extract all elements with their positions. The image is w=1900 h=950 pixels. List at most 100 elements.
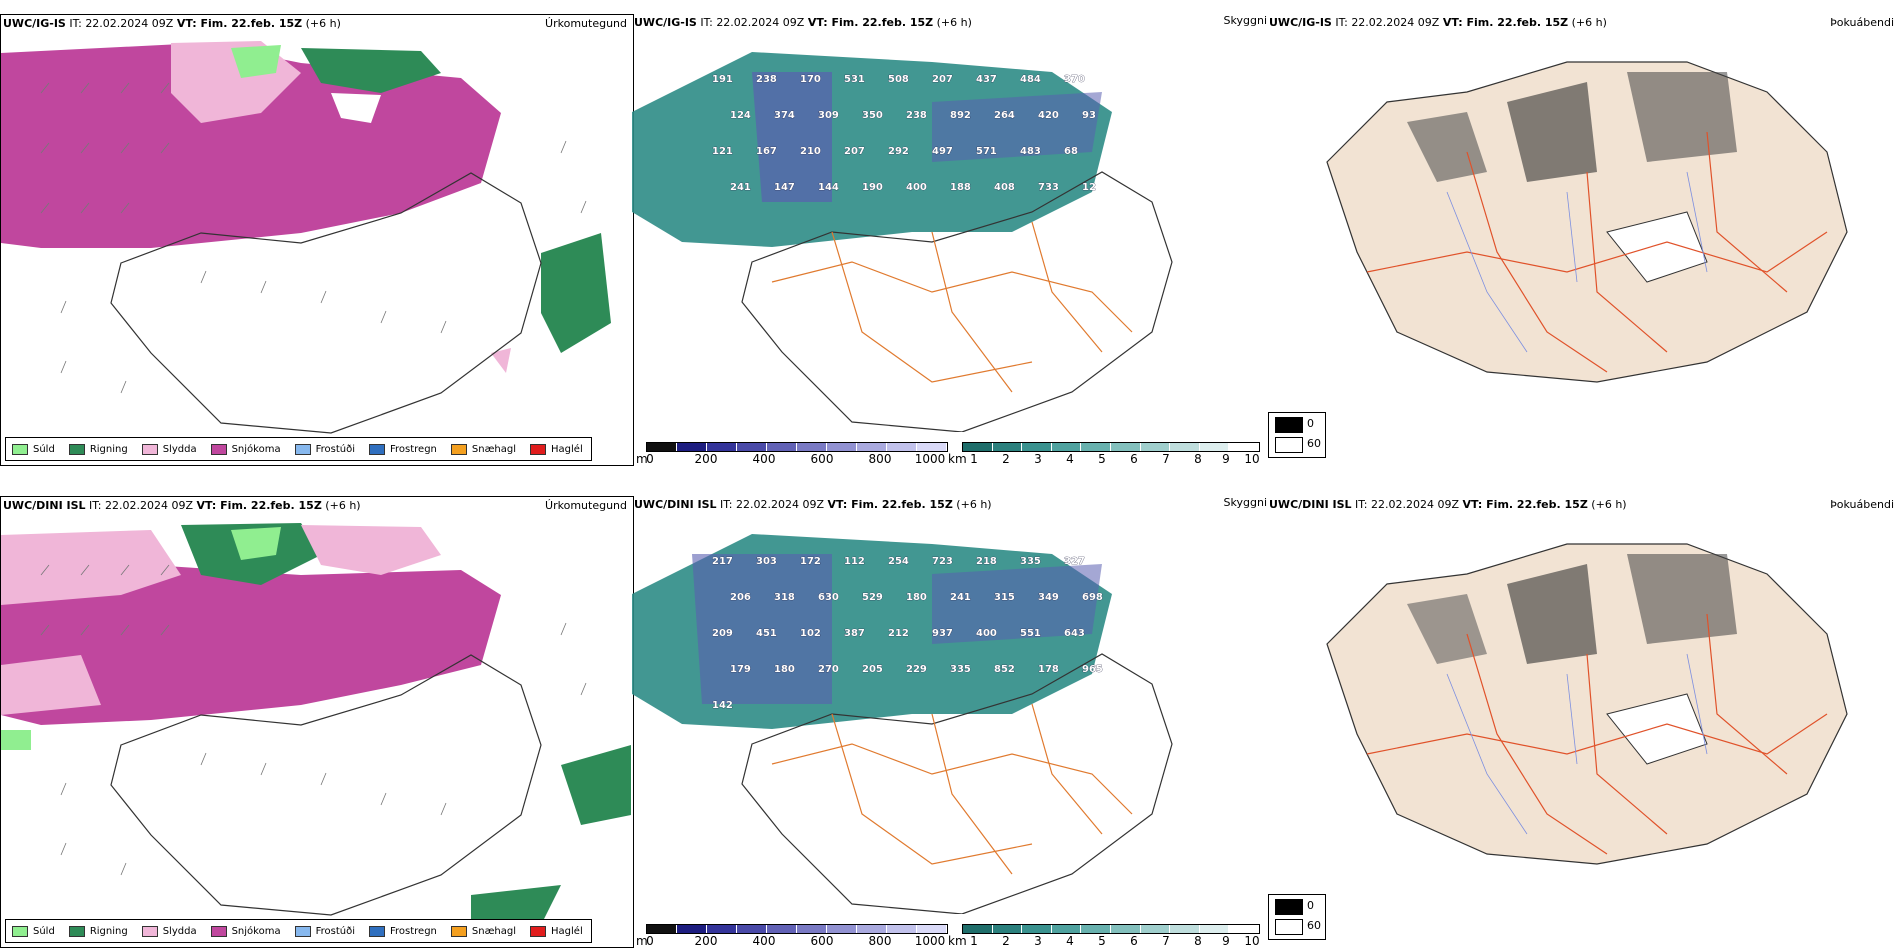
legend-item: Snæhagl (450, 443, 517, 455)
ceiling-label: 303 (756, 556, 777, 567)
ceiling-tick: 400 (752, 934, 776, 946)
fog-tick: 0 (1307, 899, 1314, 912)
precip-map (1, 41, 611, 434)
ceiling-label: 937 (932, 628, 953, 639)
legend-item: Snjókoma (210, 443, 281, 455)
ceiling-label: 254 (888, 556, 909, 567)
legend-label: Rigning (89, 925, 128, 937)
ceiling-label: 529 (862, 592, 883, 603)
ceiling-label: 327 (1064, 556, 1085, 567)
vis-tick: 8 (1194, 452, 1202, 464)
panel-header: UWC/IG-IS IT: 22.02.2024 09Z VT: Fim. 22… (3, 17, 341, 30)
legend-item: Súld (12, 443, 55, 455)
legend-item: Rigning (68, 443, 128, 455)
ceiling-label: 335 (1020, 556, 1041, 567)
vis-tick: 1 (970, 452, 978, 464)
fog-panel-bottom: UWC/DINI ISL IT: 22.02.2024 09Z VT: Fim.… (1267, 496, 1900, 896)
cloud-map: 191 238 170 531 508 207 437 484 370 124 374 309 350 2… (632, 52, 1173, 432)
ceiling-label: 335 (950, 664, 971, 675)
ceiling-label: 144 (818, 182, 839, 193)
legend-label: Frostúði (315, 443, 355, 455)
legend-item: Haglél (530, 925, 583, 937)
ceiling-label: 643 (1064, 628, 1085, 639)
panel-header: UWC/IG-IS IT: 22.02.2024 09Z VT: Fim. 22… (1269, 16, 1607, 29)
legend-swatch (141, 443, 158, 455)
ceiling-label: 179 (730, 664, 751, 675)
ceiling-label: 218 (976, 556, 997, 567)
ceiling-label: 206 (730, 592, 751, 603)
ceiling-tick: 200 (694, 452, 718, 464)
ceiling-tick: 0 (646, 452, 654, 464)
ceiling-label: 387 (844, 628, 865, 639)
fog-tick: 60 (1307, 437, 1321, 450)
fog-swatch-light (1275, 437, 1303, 453)
ceiling-label: 209 (712, 628, 733, 639)
ceiling-label: 207 (844, 146, 865, 157)
visibility-colorbar: km 1 2 3 4 5 6 7 8 9 10 (948, 440, 1264, 464)
legend-swatch (294, 443, 311, 455)
vis-tick: 3 (1034, 934, 1042, 946)
legend-swatch (210, 925, 227, 937)
fog-swatch-dark (1275, 417, 1303, 433)
vis-tick: 4 (1066, 934, 1074, 946)
fog-map (1326, 543, 1848, 865)
fog-swatch-dark (1275, 899, 1303, 915)
ceiling-colorbar: m 0 200 400 600 800 1000 (636, 440, 948, 464)
precip-legend: Súld Rigning Slydda Snjókoma Frostúði Frostre… (5, 437, 592, 461)
ceiling-label: 309 (818, 110, 839, 121)
panel-header: UWC/DINI ISL IT: 22.02.2024 09Z VT: Fim.… (634, 498, 992, 511)
ceiling-tick: 1000 (914, 934, 946, 946)
precip-map (1, 523, 631, 925)
ceiling-label: 238 (906, 110, 927, 121)
panel-title: Þokuábendi (1830, 16, 1894, 29)
vis-tick: 10 (1244, 452, 1260, 464)
fog-swatch-light (1275, 919, 1303, 935)
ceiling-label: 723 (932, 556, 953, 567)
precip-panel-bottom: UWC/DINI ISL IT: 22.02.2024 09Z VT: Fim.… (0, 496, 634, 948)
vis-tick: 3 (1034, 452, 1042, 464)
ceiling-label: 508 (888, 74, 909, 85)
legend-swatch (141, 925, 158, 937)
ceiling-label: 370 (1064, 74, 1085, 85)
ceiling-label: 408 (994, 182, 1015, 193)
panel-title: Úrkomutegund (545, 17, 627, 30)
legend-swatch (68, 925, 85, 937)
panel-title: Úrkomutegund (545, 499, 627, 512)
legend-swatch (294, 925, 311, 937)
ceiling-label: 12 (1082, 182, 1096, 193)
vis-tick: 7 (1162, 934, 1170, 946)
legend-swatch (68, 443, 85, 455)
ceiling-tick: 800 (868, 934, 892, 946)
legend-label: Frostregn (390, 443, 437, 455)
legend-label: Rigning (89, 443, 128, 455)
vis-tick: 5 (1098, 934, 1106, 946)
ceiling-label: 124 (730, 110, 751, 121)
ceiling-label: 68 (1064, 146, 1078, 157)
vis-tick: 7 (1162, 452, 1170, 464)
panel-header: UWC/IG-IS IT: 22.02.2024 09Z VT: Fim. 22… (634, 16, 972, 29)
legend-label: Frostúði (315, 925, 355, 937)
ceiling-label: 965 (1082, 664, 1103, 675)
legend-label: Slydda (162, 443, 197, 455)
legend-label: Snæhagl (471, 925, 517, 937)
cloud-panel-bottom: UWC/DINI ISL IT: 22.02.2024 09Z VT: Fim.… (632, 496, 1267, 946)
legend-label: Snæhagl (471, 443, 517, 455)
ceiling-colorbar: m 0 200 400 600 800 1000 (636, 922, 948, 946)
vis-tick: 2 (1002, 452, 1010, 464)
ceiling-tick: 400 (752, 452, 776, 464)
fog-tick: 60 (1307, 919, 1321, 932)
ceiling-label: 551 (1020, 628, 1041, 639)
ceiling-label: 142 (712, 700, 733, 711)
ceiling-label: 698 (1082, 592, 1103, 603)
ceiling-label: 93 (1082, 110, 1096, 121)
legend-swatch (530, 443, 547, 455)
ceiling-label: 180 (774, 664, 795, 675)
legend-item: Slydda (141, 925, 197, 937)
ceiling-label: 892 (950, 110, 971, 121)
visibility-unit: km (948, 934, 967, 946)
ceiling-label: 191 (712, 74, 733, 85)
ceiling-label: 178 (1038, 664, 1059, 675)
legend-swatch (369, 925, 385, 937)
panel-title: Skyggni (1223, 14, 1267, 27)
ceiling-label: 571 (976, 146, 997, 157)
